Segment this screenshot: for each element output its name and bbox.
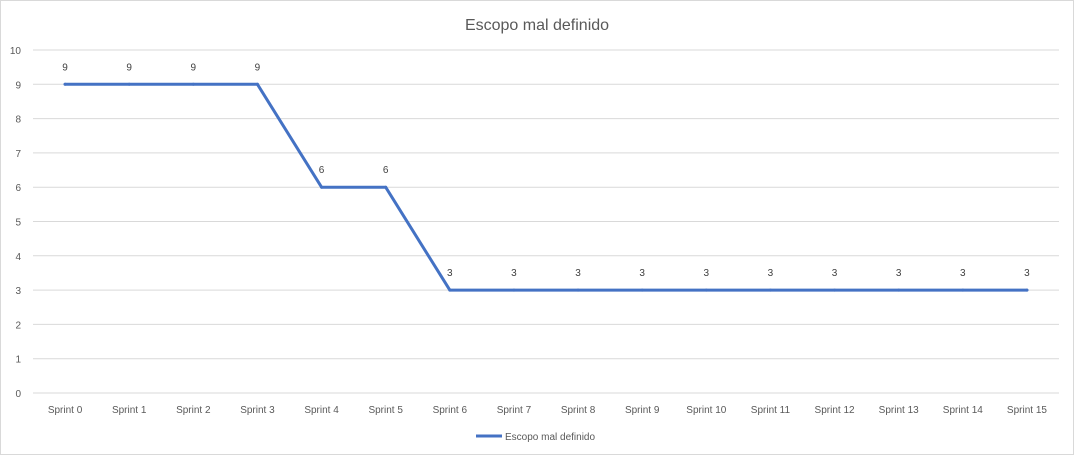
x-tick-label: Sprint 2 — [176, 405, 211, 416]
y-tick-label: 4 — [15, 252, 21, 263]
data-point — [704, 288, 708, 292]
y-tick-label: 3 — [15, 286, 21, 297]
x-tick-label: Sprint 12 — [815, 405, 855, 416]
y-tick-label: 0 — [15, 389, 21, 400]
data-point — [255, 82, 259, 86]
data-label: 6 — [383, 165, 389, 176]
x-tick-label: Sprint 0 — [48, 405, 83, 416]
data-point — [63, 82, 67, 86]
x-axis-ticks: Sprint 0 Sprint 1 Sprint 2 Sprint 3 Sprint 4… — [48, 405, 1048, 416]
data-label: 3 — [447, 268, 453, 279]
data-point — [576, 288, 580, 292]
data-point — [833, 288, 837, 292]
x-tick-label: Sprint 9 — [625, 405, 660, 416]
y-tick-label: 7 — [15, 149, 21, 160]
y-tick-label: 6 — [15, 183, 21, 194]
data-label: 9 — [255, 62, 261, 73]
data-label: 3 — [1024, 268, 1030, 279]
x-tick-label: Sprint 8 — [561, 405, 596, 416]
x-tick-label: Sprint 7 — [497, 405, 532, 416]
x-tick-label: Sprint 4 — [304, 405, 339, 416]
data-label: 3 — [511, 268, 517, 279]
series-line — [63, 82, 1029, 292]
y-tick-label: 8 — [15, 115, 21, 126]
data-label: 3 — [960, 268, 966, 279]
x-tick-label: Sprint 3 — [240, 405, 275, 416]
y-tick-label: 1 — [15, 355, 21, 366]
data-point — [897, 288, 901, 292]
x-tick-label: Sprint 15 — [1007, 405, 1047, 416]
y-axis-ticks: 0 1 2 3 4 5 6 7 8 9 10 — [10, 46, 22, 400]
data-point — [512, 288, 516, 292]
data-point — [320, 185, 324, 189]
data-label: 6 — [319, 165, 325, 176]
y-tick-label: 5 — [15, 218, 21, 229]
data-label: 9 — [191, 62, 197, 73]
data-label: 3 — [639, 268, 645, 279]
data-point — [191, 82, 195, 86]
data-label: 9 — [62, 62, 68, 73]
x-tick-label: Sprint 6 — [433, 405, 468, 416]
y-tick-label: 9 — [15, 80, 21, 91]
data-labels: 9 9 9 9 6 6 3 3 3 3 3 3 3 3 3 3 — [62, 62, 1030, 279]
data-label: 3 — [832, 268, 838, 279]
data-label: 9 — [126, 62, 132, 73]
data-point — [961, 288, 965, 292]
legend: Escopo mal definido — [476, 432, 595, 443]
x-tick-label: Sprint 13 — [879, 405, 919, 416]
series-layer — [63, 82, 1029, 292]
data-point — [127, 82, 131, 86]
x-tick-label: Sprint 1 — [112, 405, 147, 416]
y-tick-label: 10 — [10, 46, 22, 57]
chart-title: Escopo mal definido — [465, 17, 609, 34]
x-tick-label: Sprint 10 — [686, 405, 726, 416]
x-tick-label: Sprint 11 — [751, 405, 791, 416]
data-point — [640, 288, 644, 292]
data-label: 3 — [768, 268, 774, 279]
data-point — [768, 288, 772, 292]
data-point — [384, 185, 388, 189]
gridlines — [33, 49, 1059, 394]
data-point — [1025, 288, 1029, 292]
y-tick-label: 2 — [15, 320, 21, 331]
x-tick-label: Sprint 14 — [943, 405, 983, 416]
data-label: 3 — [704, 268, 710, 279]
legend-label: Escopo mal definido — [505, 432, 595, 443]
data-label: 3 — [896, 268, 902, 279]
x-tick-label: Sprint 5 — [368, 405, 403, 416]
data-label: 3 — [575, 268, 581, 279]
data-point — [448, 288, 452, 292]
